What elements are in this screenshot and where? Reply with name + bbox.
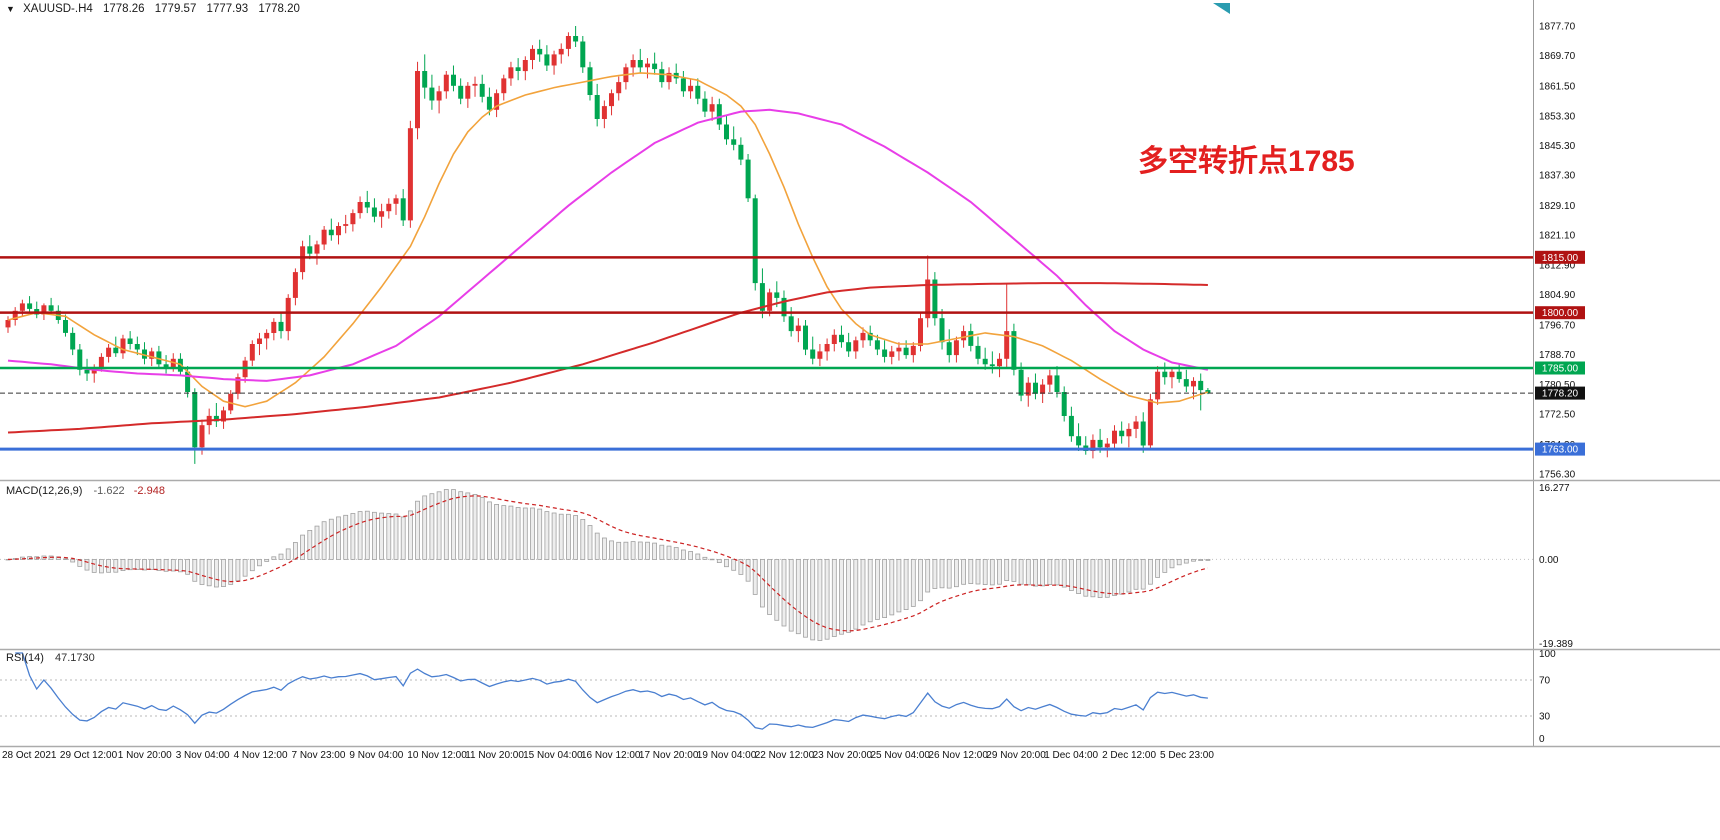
svg-text:1763.00: 1763.00 <box>1542 445 1579 456</box>
candlestick-series <box>5 26 1211 464</box>
price-badge <box>1535 306 1585 320</box>
time-axis-label: 10 Nov 12:00 <box>407 750 467 761</box>
time-axis-label: 17 Nov 20:00 <box>639 750 699 761</box>
rsi-title: RSI(14) <box>6 652 44 664</box>
svg-text:1778.20: 1778.20 <box>1542 389 1579 400</box>
rsi-value: 47.1730 <box>54 652 95 664</box>
svg-text:0: 0 <box>1539 734 1545 745</box>
svg-text:30: 30 <box>1539 712 1551 723</box>
rsi-line <box>15 652 1208 730</box>
ma-line-fast <box>7 72 1209 408</box>
price-axis-tick: 1788.70 <box>1539 350 1576 361</box>
time-axis-label: 28 Oct 2021 <box>2 750 57 761</box>
time-axis-label: 15 Nov 04:00 <box>523 750 583 761</box>
svg-text:16.277: 16.277 <box>1539 483 1570 494</box>
svg-text:0.00: 0.00 <box>1539 555 1559 566</box>
price-axis-tick: 1869.70 <box>1539 51 1576 62</box>
time-axis-label: 29 Oct 12:00 <box>60 750 118 761</box>
svg-text:1785.00: 1785.00 <box>1542 363 1579 374</box>
svg-text:1815.00: 1815.00 <box>1542 253 1579 264</box>
time-axis-label: 25 Nov 04:00 <box>871 750 931 761</box>
price-badge <box>1535 361 1585 375</box>
price-axis-tick: 1837.30 <box>1539 171 1576 182</box>
macd-signal-line <box>7 495 1209 632</box>
ma-line-slow <box>7 282 1208 434</box>
time-axis-label: 11 Nov 20:00 <box>465 750 524 761</box>
svg-text:70: 70 <box>1539 676 1551 687</box>
time-axis-label: 1 Nov 20:00 <box>118 750 172 761</box>
svg-text:-19.389: -19.389 <box>1539 639 1573 650</box>
rsi-indicator-label: RSI(14) 47.1730 <box>6 652 95 664</box>
annotation-text: 多空转折点1785 <box>1138 145 1355 178</box>
time-axis-label: 9 Nov 04:00 <box>349 750 403 761</box>
time-axis-label: 23 Nov 20:00 <box>813 750 873 761</box>
price-axis-tick: 1796.70 <box>1539 320 1576 331</box>
time-axis: 28 Oct 2021 29 Oct 12:00 1 Nov 20:00 3 Nov … <box>2 750 1214 761</box>
price-axis-tick: 1845.30 <box>1539 141 1576 152</box>
svg-text:1800.00: 1800.00 <box>1542 308 1579 319</box>
time-axis-label: 1 Dec 04:00 <box>1044 750 1098 761</box>
ohlc-close: 1778.20 <box>258 3 300 15</box>
macd-histogram <box>5 489 1211 641</box>
time-axis-label: 26 Nov 12:00 <box>928 750 988 761</box>
chart-canvas[interactable]: 1877.70 1869.70 1861.50 1853.30 1845.30 1837.… <box>0 0 1720 770</box>
symbol-ohlc-info: ▼ XAUUSD-.H4 1778.26 1779.57 1777.93 177… <box>6 3 307 15</box>
price-badge <box>1535 386 1585 400</box>
macd-main-value: -1.622 <box>93 485 125 497</box>
price-axis-tick: 1812.90 <box>1539 261 1576 272</box>
macd-signal-value: -2.948 <box>133 485 165 497</box>
price-axis-tick: 1804.90 <box>1539 290 1576 301</box>
time-axis-label: 7 Nov 23:00 <box>292 750 346 761</box>
price-badge <box>1535 250 1585 264</box>
price-axis-tick: 1780.50 <box>1539 380 1576 391</box>
ohlc-high: 1779.57 <box>154 3 197 15</box>
chart-end-marker-icon[interactable] <box>1213 3 1230 14</box>
symbol-marker-icon: ▼ <box>6 4 15 14</box>
price-axis-tick: 1877.70 <box>1539 22 1576 33</box>
symbol-name: XAUUSD-.H4 <box>23 3 93 15</box>
price-axis-tick: 1821.10 <box>1539 230 1576 241</box>
svg-text:100: 100 <box>1539 649 1556 660</box>
ohlc-open: 1778.26 <box>102 3 145 15</box>
time-axis-label: 19 Nov 04:00 <box>697 750 757 761</box>
time-axis-label: 4 Nov 12:00 <box>234 750 288 761</box>
price-axis-tick: 1861.50 <box>1539 81 1576 92</box>
macd-indicator-label: MACD(12,26,9) -1.622 -2.948 <box>6 485 165 497</box>
time-axis-label: 3 Nov 04:00 <box>176 750 230 761</box>
price-axis-tick: 1829.10 <box>1539 201 1576 212</box>
time-axis-label: 22 Nov 12:00 <box>755 750 815 761</box>
time-axis-label: 2 Dec 12:00 <box>1102 750 1156 761</box>
time-axis-label: 5 Dec 23:00 <box>1160 750 1214 761</box>
price-axis-tick: 1772.50 <box>1539 410 1576 421</box>
price-axis-tick: 1756.30 <box>1539 469 1576 480</box>
time-axis-label: 16 Nov 12:00 <box>581 750 641 761</box>
price-axis-tick: 1853.30 <box>1539 112 1576 123</box>
ma-line-mid <box>7 108 1209 382</box>
price-badge <box>1535 442 1585 456</box>
time-axis-label: 29 Nov 20:00 <box>986 750 1046 761</box>
ohlc-low: 1777.93 <box>206 3 249 15</box>
macd-title: MACD(12,26,9) <box>6 485 83 497</box>
